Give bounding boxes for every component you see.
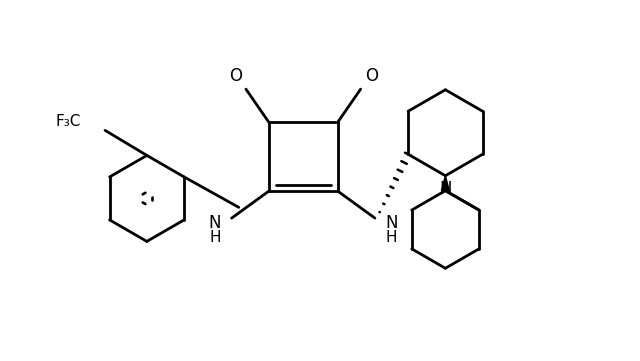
Text: N: N — [439, 180, 452, 198]
Text: O: O — [228, 67, 242, 85]
Text: H: H — [209, 230, 221, 245]
Text: N: N — [209, 214, 221, 232]
Text: N: N — [386, 214, 398, 232]
Text: H: H — [386, 230, 397, 245]
Polygon shape — [442, 176, 449, 191]
Text: F₃C: F₃C — [56, 114, 81, 130]
Text: O: O — [365, 67, 378, 85]
